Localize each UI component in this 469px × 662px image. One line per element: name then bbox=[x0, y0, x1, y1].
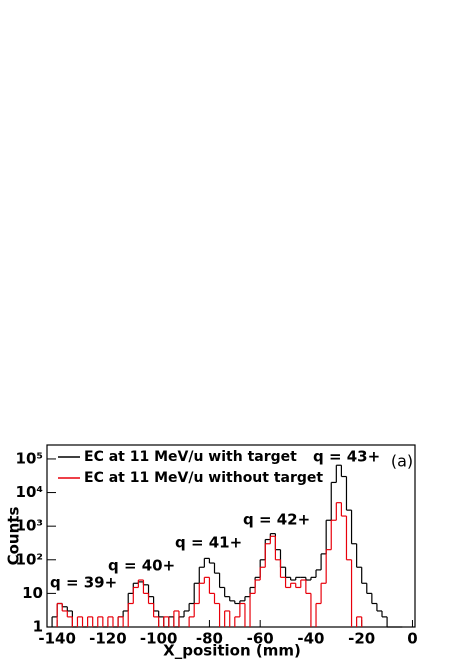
panel-label: (a) bbox=[391, 452, 413, 471]
x-tick-label: -20 bbox=[348, 630, 375, 648]
x-tick-label: -80 bbox=[196, 630, 223, 648]
plot-frame bbox=[46, 444, 416, 628]
x-tick-label: -140 bbox=[38, 630, 76, 648]
y-tick-label: 10³ bbox=[16, 517, 43, 535]
legend-label: EC at 11 MeV/u with target bbox=[84, 449, 297, 465]
peak-annotation: q = 40+ bbox=[108, 557, 175, 575]
x-tick-label: -120 bbox=[89, 630, 127, 648]
x-axis-label: X_position (mm) bbox=[163, 642, 301, 660]
y-axis-label: Counts bbox=[5, 507, 23, 566]
x-tick-label: -40 bbox=[297, 630, 324, 648]
y-tick-label: 10 bbox=[22, 584, 43, 602]
legend-label: EC at 11 MeV/u without target bbox=[84, 470, 323, 486]
peak-annotation: q = 43+ bbox=[313, 448, 380, 466]
y-tick-label: 10² bbox=[16, 550, 43, 568]
x-tick-label: -60 bbox=[247, 630, 274, 648]
y-tick-label: 10⁵ bbox=[16, 449, 43, 467]
peak-annotation: q = 39+ bbox=[50, 574, 117, 592]
peak-annotation: q = 42+ bbox=[243, 511, 310, 529]
y-tick-label: 1 bbox=[33, 618, 43, 636]
peak-annotation: q = 41+ bbox=[175, 534, 242, 552]
x-tick-label: -100 bbox=[140, 630, 178, 648]
x-tick-label: 0 bbox=[407, 630, 417, 648]
y-tick-label: 10⁴ bbox=[16, 483, 43, 501]
